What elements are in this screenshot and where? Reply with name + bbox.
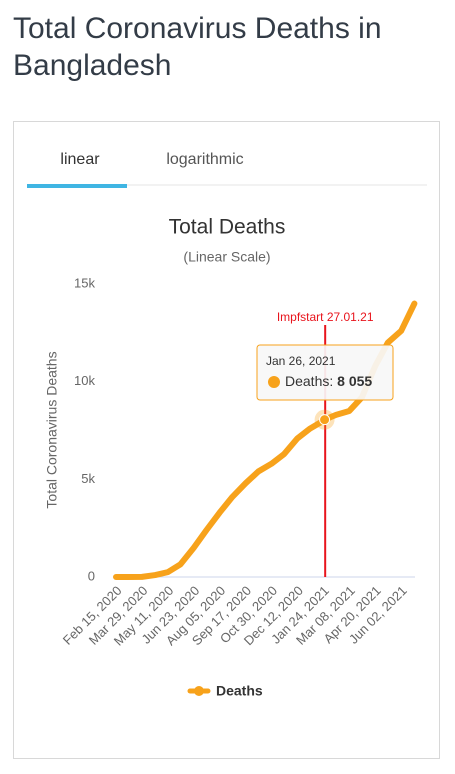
y-tick-label: 10k xyxy=(74,373,95,388)
tab[interactable]: logarithmic xyxy=(166,151,243,168)
y-tick-label: 15k xyxy=(74,275,95,290)
y-axis-title: Total Coronavirus Deaths xyxy=(44,351,60,508)
chart-card xyxy=(13,121,440,759)
tooltip-name: Deaths: xyxy=(285,373,333,389)
tooltip-text: Deaths: 8 055 xyxy=(285,373,372,389)
annotation-label: Impfstart 27.01.21 xyxy=(277,310,374,324)
tab[interactable]: linear xyxy=(60,151,100,168)
legend-label: Deaths xyxy=(216,683,263,699)
tooltip-box xyxy=(256,344,394,401)
chart-title: Total Deaths xyxy=(169,216,286,239)
tab-indicator xyxy=(27,184,127,188)
y-tick-label: 0 xyxy=(88,568,95,583)
tooltip-value: 8 055 xyxy=(337,373,372,389)
tooltip-dot xyxy=(268,376,280,388)
y-tick-label: 5k xyxy=(81,471,95,486)
hover-point xyxy=(319,414,331,426)
legend-marker xyxy=(194,686,204,696)
chart-subtitle: (Linear Scale) xyxy=(183,249,270,265)
page-title: Total Coronavirus Deaths in Bangladesh xyxy=(13,12,382,82)
tooltip-title: Jan 26, 2021 xyxy=(266,354,336,368)
